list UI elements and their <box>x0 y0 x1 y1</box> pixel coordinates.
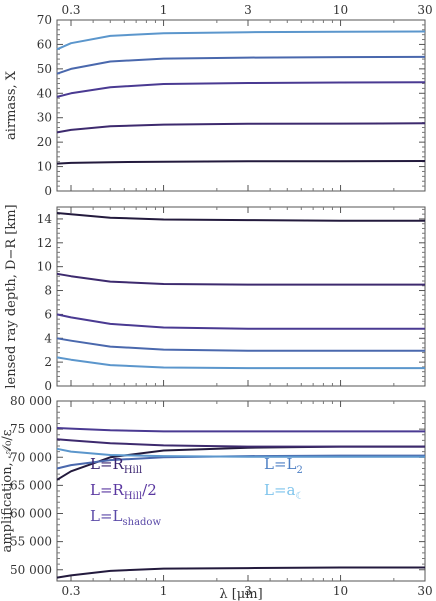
y-tick-label: 14 <box>37 212 53 226</box>
y-tick-label: 75 000 <box>10 422 52 436</box>
y-tick-label: 6 <box>44 307 52 321</box>
x-tick-label: 30 <box>417 3 432 17</box>
series-line <box>56 122 426 134</box>
series-line <box>56 81 426 98</box>
legend-entry: L=RHill/2 <box>90 481 157 502</box>
y-tick-label: 70 000 <box>10 450 52 464</box>
x-tick-label: 1 <box>160 3 168 17</box>
x-tick-label: 10 <box>333 3 348 17</box>
x-tick-label: 3 <box>244 3 252 17</box>
series-line <box>56 438 425 448</box>
x-tick-label: 30 <box>417 584 432 598</box>
series-line <box>56 356 425 370</box>
x-tick-label: 0.3 <box>61 584 80 598</box>
series-line <box>56 454 425 470</box>
series-line <box>56 30 426 51</box>
y-tick-label: 0 <box>44 184 52 198</box>
y-tick-label: 4 <box>44 331 52 345</box>
series-line <box>56 566 425 579</box>
y-tick-label: 10 <box>37 160 52 174</box>
series-line <box>56 160 426 165</box>
y-tick-label: 55 000 <box>10 535 52 549</box>
y-tick-label: 20 <box>37 135 52 149</box>
y-axis-label: lensed ray depth, D−R [km] <box>4 204 19 388</box>
y-tick-label: 70 <box>37 13 52 27</box>
legend-entry: L=a☾ <box>264 481 304 502</box>
legend-entry: L=L2 <box>264 455 303 476</box>
y-tick-label: 50 000 <box>10 563 52 577</box>
y-tick-label: 80 000 <box>10 394 52 408</box>
series-line <box>56 212 425 222</box>
series-line <box>56 313 425 330</box>
series-line <box>56 337 425 352</box>
series-line <box>56 55 426 75</box>
y-tick-label: 2 <box>44 355 52 369</box>
y-tick-label: 50 <box>37 62 52 76</box>
y-tick-label: 40 <box>37 86 52 100</box>
y-tick-label: 8 <box>44 284 52 298</box>
y-axis-label: airmass, X <box>4 70 19 140</box>
y-tick-label: 0 <box>44 379 52 393</box>
x-tick-label: 10 <box>333 584 348 598</box>
y-tick-label: 10 <box>37 260 52 274</box>
legend-entry: L=Lshadow <box>90 507 161 528</box>
x-tick-label: 3 <box>244 584 252 598</box>
y-tick-label: 65 000 <box>10 478 52 492</box>
y-tick-label: 60 000 <box>10 507 52 521</box>
x-tick-label: 1 <box>160 584 168 598</box>
x-axis-label: λ [μm] <box>219 587 262 601</box>
legend-entry: L=RHill <box>90 455 142 476</box>
x-tick-label: 0.3 <box>61 3 80 17</box>
y-tick-label: 60 <box>37 37 52 51</box>
y-tick-label: 12 <box>37 236 52 250</box>
panel-frame <box>56 206 426 387</box>
series-line <box>56 272 425 286</box>
series-line <box>56 447 425 458</box>
y-tick-label: 30 <box>37 111 52 125</box>
series-line <box>56 427 425 433</box>
panel-frame <box>56 19 426 192</box>
y-axis-label: amplification, 𝒜₀/ε <box>0 429 15 552</box>
